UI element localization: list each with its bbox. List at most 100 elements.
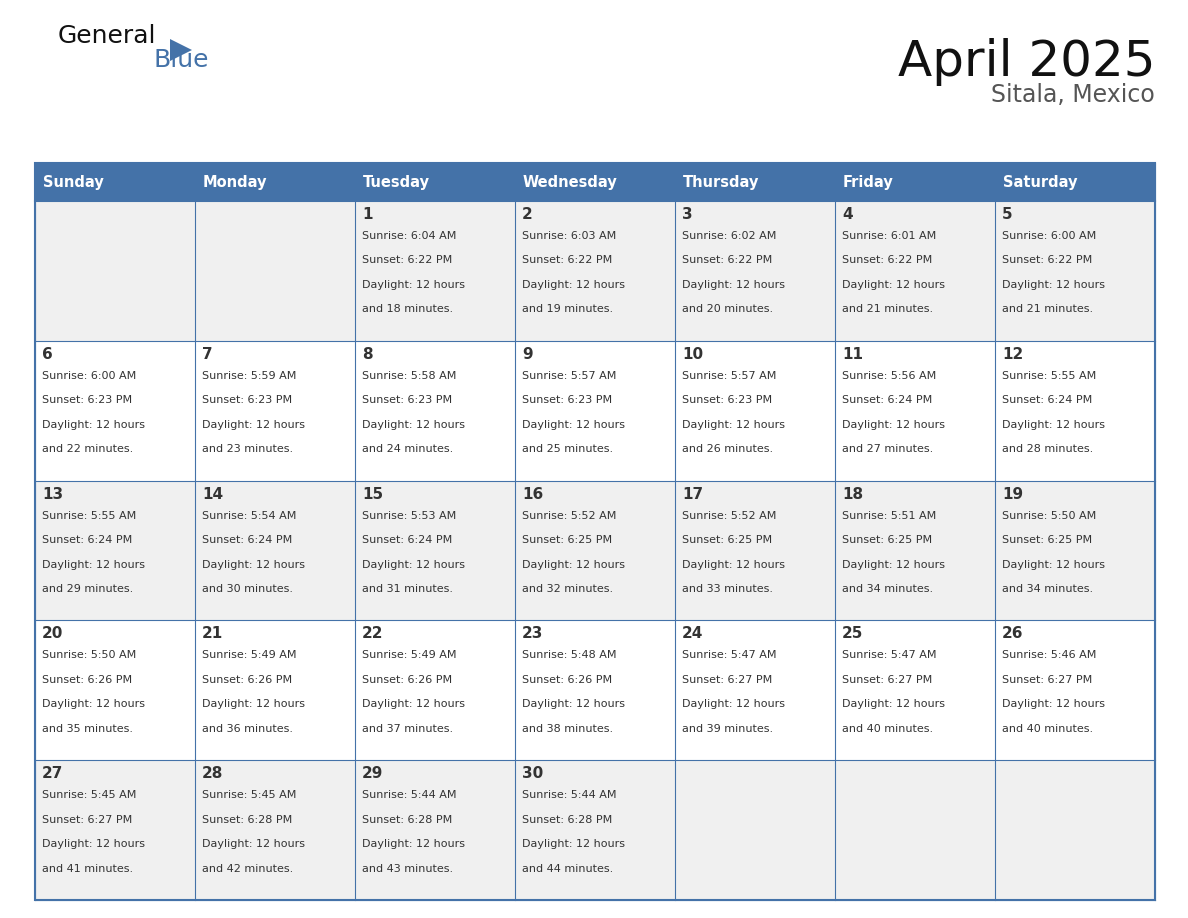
Text: Sunrise: 5:46 AM: Sunrise: 5:46 AM [1001, 650, 1097, 660]
Text: and 29 minutes.: and 29 minutes. [42, 584, 133, 594]
Text: and 34 minutes.: and 34 minutes. [842, 584, 933, 594]
Text: Daylight: 12 hours: Daylight: 12 hours [202, 839, 305, 849]
Bar [34, 760, 195, 900]
Bar [195, 163, 355, 201]
Bar [996, 621, 1155, 760]
Text: and 22 minutes.: and 22 minutes. [42, 444, 133, 454]
Text: and 21 minutes.: and 21 minutes. [1001, 305, 1093, 314]
Text: 5: 5 [1001, 207, 1012, 222]
Bar [835, 621, 996, 760]
Text: Sunset: 6:25 PM: Sunset: 6:25 PM [682, 535, 772, 545]
Bar [996, 163, 1155, 201]
Text: and 21 minutes.: and 21 minutes. [842, 305, 933, 314]
Bar [835, 163, 996, 201]
Text: Sunrise: 5:49 AM: Sunrise: 5:49 AM [362, 650, 456, 660]
Text: Monday: Monday [203, 174, 267, 189]
Text: and 20 minutes.: and 20 minutes. [682, 305, 773, 314]
Text: Sunrise: 5:45 AM: Sunrise: 5:45 AM [42, 790, 137, 800]
Bar [675, 760, 835, 900]
Text: and 40 minutes.: and 40 minutes. [842, 723, 933, 733]
Text: Sunset: 6:24 PM: Sunset: 6:24 PM [1001, 396, 1092, 405]
Bar [516, 621, 675, 760]
Text: Sunset: 6:23 PM: Sunset: 6:23 PM [522, 396, 612, 405]
Text: Daylight: 12 hours: Daylight: 12 hours [682, 700, 785, 710]
Text: Daylight: 12 hours: Daylight: 12 hours [682, 420, 785, 430]
Bar [675, 163, 835, 201]
Bar [355, 163, 516, 201]
Text: and 30 minutes.: and 30 minutes. [202, 584, 293, 594]
Text: Sunset: 6:22 PM: Sunset: 6:22 PM [842, 255, 933, 265]
Bar [355, 201, 516, 341]
Text: 10: 10 [682, 347, 703, 362]
Text: Thursday: Thursday [683, 174, 759, 189]
Text: Sunrise: 6:04 AM: Sunrise: 6:04 AM [362, 231, 456, 241]
Text: and 31 minutes.: and 31 minutes. [362, 584, 453, 594]
Text: Daylight: 12 hours: Daylight: 12 hours [522, 420, 625, 430]
Text: Daylight: 12 hours: Daylight: 12 hours [42, 420, 145, 430]
Text: Sunset: 6:26 PM: Sunset: 6:26 PM [202, 675, 292, 685]
Text: and 28 minutes.: and 28 minutes. [1001, 444, 1093, 454]
Text: 18: 18 [842, 487, 864, 501]
Text: Sunset: 6:27 PM: Sunset: 6:27 PM [682, 675, 772, 685]
Text: and 37 minutes.: and 37 minutes. [362, 723, 453, 733]
Text: Sunset: 6:27 PM: Sunset: 6:27 PM [1001, 675, 1092, 685]
Text: Sunrise: 5:53 AM: Sunrise: 5:53 AM [362, 510, 456, 521]
Text: 11: 11 [842, 347, 862, 362]
Text: Sunrise: 6:02 AM: Sunrise: 6:02 AM [682, 231, 777, 241]
Text: Daylight: 12 hours: Daylight: 12 hours [682, 560, 785, 569]
Text: 9: 9 [522, 347, 532, 362]
Text: Sunrise: 6:03 AM: Sunrise: 6:03 AM [522, 231, 617, 241]
Bar [996, 201, 1155, 341]
Text: Sunrise: 6:00 AM: Sunrise: 6:00 AM [1001, 231, 1097, 241]
Text: 2: 2 [522, 207, 532, 222]
Text: 25: 25 [842, 626, 864, 642]
Text: Sunrise: 5:55 AM: Sunrise: 5:55 AM [1001, 371, 1097, 381]
Text: Daylight: 12 hours: Daylight: 12 hours [42, 560, 145, 569]
Text: Sunrise: 5:55 AM: Sunrise: 5:55 AM [42, 510, 137, 521]
Text: and 36 minutes.: and 36 minutes. [202, 723, 293, 733]
Bar [195, 481, 355, 621]
Text: and 32 minutes.: and 32 minutes. [522, 584, 613, 594]
Text: 14: 14 [202, 487, 223, 501]
Text: Sunset: 6:24 PM: Sunset: 6:24 PM [42, 535, 132, 545]
Text: Sunrise: 6:00 AM: Sunrise: 6:00 AM [42, 371, 137, 381]
Bar [996, 481, 1155, 621]
Text: Daylight: 12 hours: Daylight: 12 hours [42, 839, 145, 849]
Polygon shape [170, 39, 192, 61]
Text: and 38 minutes.: and 38 minutes. [522, 723, 613, 733]
Text: 17: 17 [682, 487, 703, 501]
Text: and 42 minutes.: and 42 minutes. [202, 864, 293, 874]
Text: 6: 6 [42, 347, 52, 362]
Text: Sunrise: 5:50 AM: Sunrise: 5:50 AM [42, 650, 137, 660]
Text: Sunset: 6:22 PM: Sunset: 6:22 PM [362, 255, 453, 265]
Text: Sunset: 6:26 PM: Sunset: 6:26 PM [522, 675, 612, 685]
Text: Blue: Blue [153, 48, 209, 72]
Bar [675, 201, 835, 341]
Text: Daylight: 12 hours: Daylight: 12 hours [202, 700, 305, 710]
Bar [355, 760, 516, 900]
Bar [34, 201, 195, 341]
Text: Daylight: 12 hours: Daylight: 12 hours [1001, 700, 1105, 710]
Text: Tuesday: Tuesday [364, 174, 430, 189]
Text: General: General [58, 24, 157, 48]
Bar [516, 481, 675, 621]
Text: Daylight: 12 hours: Daylight: 12 hours [362, 560, 465, 569]
Text: Sunset: 6:28 PM: Sunset: 6:28 PM [202, 814, 292, 824]
Text: Daylight: 12 hours: Daylight: 12 hours [202, 420, 305, 430]
Text: and 23 minutes.: and 23 minutes. [202, 444, 293, 454]
Text: Sunday: Sunday [43, 174, 103, 189]
Text: Sunset: 6:23 PM: Sunset: 6:23 PM [202, 396, 292, 405]
Text: Sunrise: 5:44 AM: Sunrise: 5:44 AM [522, 790, 617, 800]
Bar [996, 341, 1155, 481]
Text: Sunrise: 5:49 AM: Sunrise: 5:49 AM [202, 650, 297, 660]
Text: 7: 7 [202, 347, 213, 362]
Text: Sunset: 6:25 PM: Sunset: 6:25 PM [522, 535, 612, 545]
Bar [835, 481, 996, 621]
Text: 1: 1 [362, 207, 373, 222]
Text: Sunset: 6:24 PM: Sunset: 6:24 PM [362, 535, 453, 545]
Text: 19: 19 [1001, 487, 1023, 501]
Text: Sunrise: 5:57 AM: Sunrise: 5:57 AM [522, 371, 617, 381]
Text: 24: 24 [682, 626, 703, 642]
Text: 3: 3 [682, 207, 693, 222]
Text: Sunrise: 5:44 AM: Sunrise: 5:44 AM [362, 790, 456, 800]
